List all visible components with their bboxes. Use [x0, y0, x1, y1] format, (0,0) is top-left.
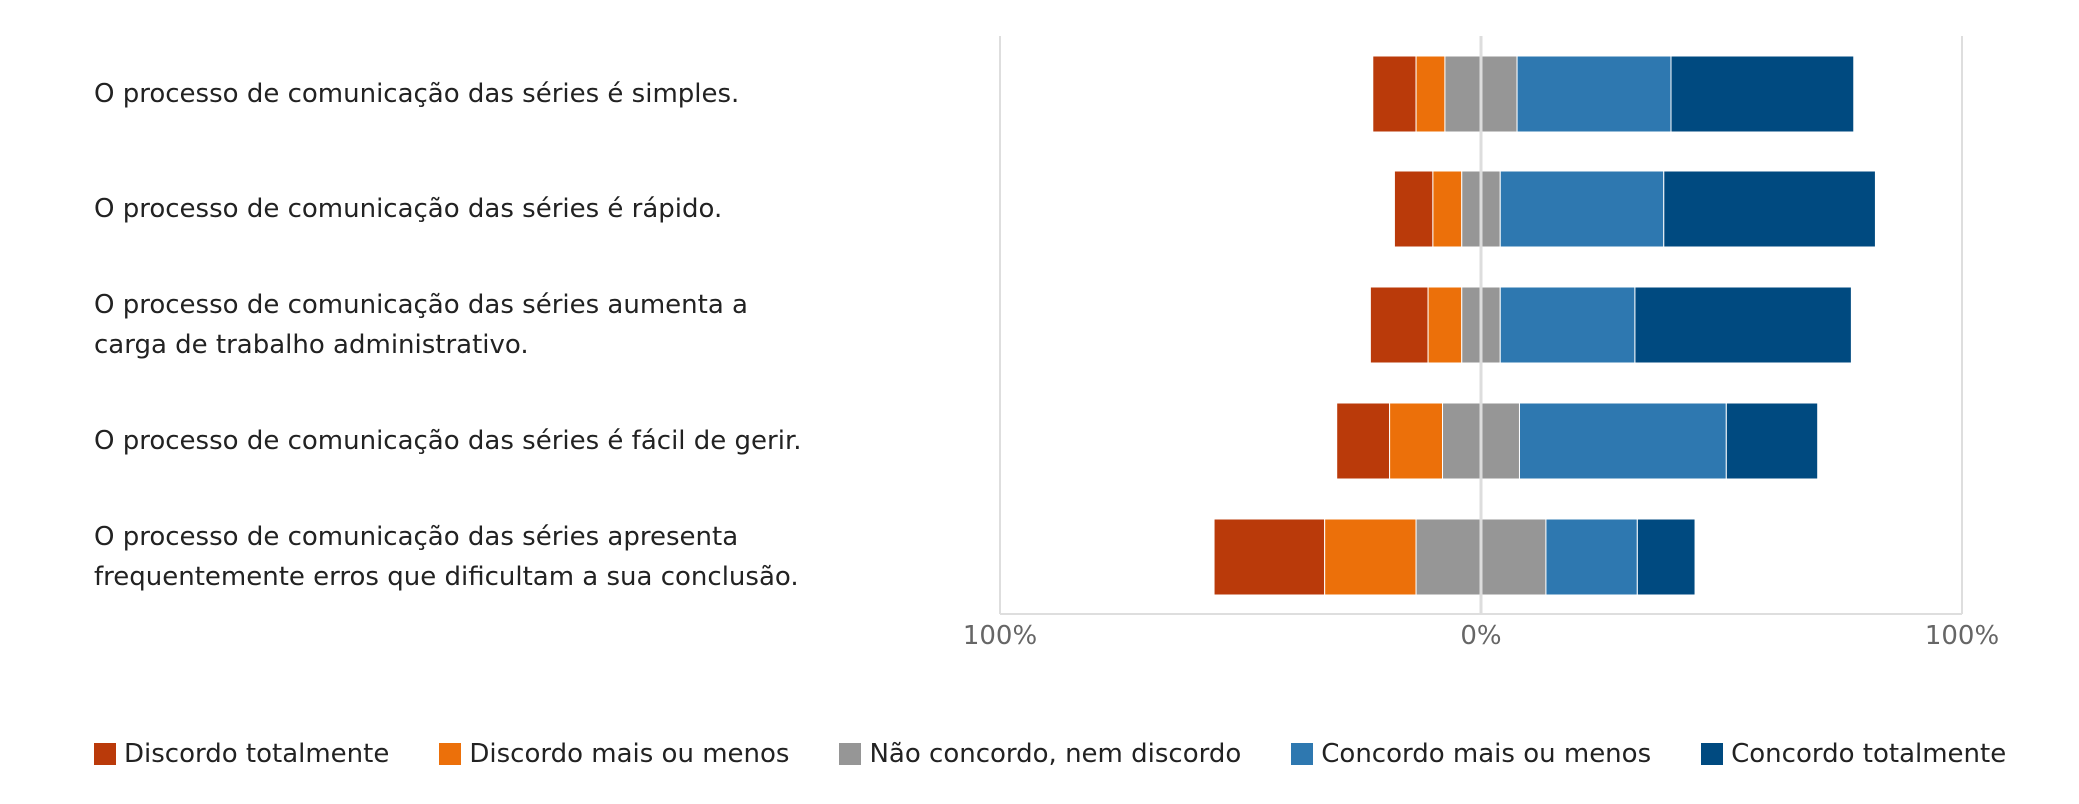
category-label: O processo de comunicação das séries apr…: [94, 522, 799, 592]
bar-segment: [1336, 402, 1391, 480]
bar-segment: [1499, 170, 1665, 248]
bar-segment: [1670, 55, 1855, 133]
legend-label: Concordo totalmente: [1731, 739, 2007, 769]
bar-segment: [1415, 55, 1446, 133]
bar-segment: [1663, 170, 1876, 248]
bar-segment: [1324, 518, 1417, 596]
bar-segment: [1499, 286, 1636, 364]
bar-group: [1372, 55, 1855, 133]
bar-group: [1213, 518, 1696, 596]
bar-group: [1393, 170, 1876, 248]
x-tick-label: 100%: [1925, 621, 1999, 651]
bar-group: [1336, 402, 1819, 480]
legend-swatch: [839, 743, 862, 765]
bar-group: [1369, 286, 1852, 364]
legend-item: Concordo totalmente: [1701, 739, 2006, 769]
legend-label: Discordo mais ou menos: [469, 739, 790, 769]
bar-segment: [1545, 518, 1638, 596]
bar-segment: [1393, 170, 1434, 248]
bar-segment: [1389, 402, 1444, 480]
bar-segment: [1427, 286, 1463, 364]
category-label: O processo de comunicação das séries aum…: [94, 290, 748, 360]
legend-item: Discordo mais ou menos: [439, 739, 789, 769]
legend-swatch: [1291, 743, 1314, 765]
legend-item: Não concordo, nem discordo: [839, 739, 1241, 769]
legend-swatch: [94, 743, 116, 765]
legend-item: Concordo mais ou menos: [1291, 739, 1651, 769]
legend-swatch: [439, 743, 462, 765]
legend-label: Não concordo, nem discordo: [869, 739, 1242, 769]
bar-segment: [1634, 286, 1852, 364]
bar-segment: [1213, 518, 1326, 596]
x-tick-label: 0%: [1460, 621, 1501, 651]
bar-segment: [1432, 170, 1463, 248]
bar-segment: [1369, 286, 1429, 364]
x-tick-label: 100%: [963, 621, 1037, 651]
bar-segment: [1518, 402, 1727, 480]
legend-label: Discordo totalmente: [124, 739, 390, 769]
bar-segment: [1516, 55, 1672, 133]
legend-swatch: [1701, 743, 1724, 765]
category-label: O processo de comunicação das séries é s…: [94, 79, 740, 109]
plot-area: 100% 0% 100%: [963, 36, 1999, 651]
category-label: O processo de comunicação das séries é f…: [94, 426, 802, 456]
legend-item: Discordo totalmente: [94, 739, 389, 769]
bar-segment: [1725, 402, 1819, 480]
bar-segment: [1372, 55, 1417, 133]
legend-label: Concordo mais ou menos: [1321, 739, 1652, 769]
legend: Discordo totalmente Discordo mais ou meno…: [94, 734, 2006, 774]
bar-segment: [1636, 518, 1696, 596]
category-label: O processo de comunicação das séries é r…: [94, 194, 723, 224]
